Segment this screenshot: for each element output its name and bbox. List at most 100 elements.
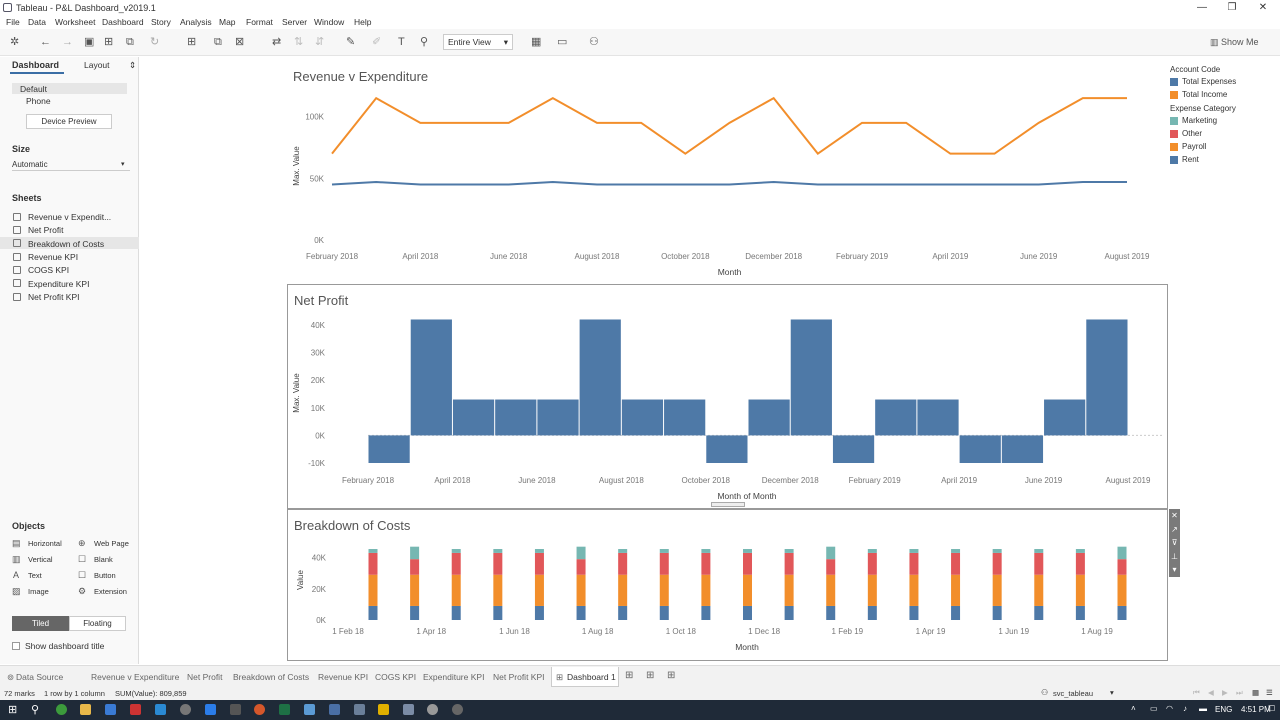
menu-file[interactable]: File — [6, 17, 20, 27]
app-icon[interactable] — [230, 704, 241, 715]
device-preview-button[interactable]: Device Preview — [26, 114, 112, 129]
notification-icon[interactable]: ☐ — [1268, 704, 1276, 713]
tab-expenditure-kpi[interactable]: Expenditure KPI — [423, 672, 485, 682]
app-icon[interactable] — [354, 704, 365, 715]
fix-axes-icon[interactable]: ⚲ — [420, 36, 429, 48]
filter-icon[interactable]: ⊽ — [1171, 538, 1178, 547]
chevron-down-icon[interactable]: ▾ — [121, 161, 125, 168]
menu-help[interactable]: Help — [354, 17, 372, 27]
sheet-item[interactable]: Net Profit KPI — [28, 292, 80, 302]
tab-cogs-kpi[interactable]: COGS KPI — [375, 672, 417, 682]
menu-analysis[interactable]: Analysis — [180, 17, 212, 27]
tab-data-source[interactable]: Data Source — [16, 672, 64, 682]
windows-start-icon[interactable]: ⊞ — [8, 704, 18, 716]
new-worksheet-icon[interactable]: ⊞ — [187, 36, 197, 48]
menu-story[interactable]: Story — [151, 17, 171, 27]
volume-icon[interactable]: ♪ — [1183, 704, 1187, 713]
search-icon[interactable]: ⚲ — [31, 704, 40, 716]
nav-prev-icon[interactable]: ◀ — [1208, 688, 1214, 697]
legend-item[interactable]: Other — [1170, 129, 1275, 138]
tray-chevron-icon[interactable]: ˄ — [1131, 704, 1136, 713]
device-phone[interactable]: Phone — [26, 96, 51, 106]
list-view-icon[interactable]: ☰ — [1266, 688, 1273, 697]
chevron-down-icon[interactable]: ▾ — [1110, 688, 1114, 697]
edge-icon[interactable] — [205, 704, 216, 715]
tab-layout[interactable]: Layout — [84, 60, 110, 70]
sheet-item[interactable]: Breakdown of Costs — [28, 239, 105, 249]
menu-window[interactable]: Window — [314, 17, 345, 27]
nav-next-icon[interactable]: ▶ — [1222, 688, 1228, 697]
pin-icon[interactable]: ⊥ — [1171, 551, 1178, 561]
duplicate-icon[interactable]: ⧉ — [214, 36, 222, 48]
clear-sheet-icon[interactable]: ⊠ — [235, 36, 245, 48]
sheet-item[interactable]: Expenditure KPI — [28, 279, 90, 289]
tiled-button[interactable]: Tiled — [12, 616, 69, 631]
presentation-icon[interactable]: ▭ — [557, 36, 568, 48]
language-indicator[interactable]: ENG — [1215, 705, 1233, 714]
labels-icon[interactable]: T — [398, 36, 405, 48]
object-web-page[interactable]: Web Page — [94, 539, 129, 548]
pause-updates-icon[interactable]: ⧉ — [126, 36, 134, 48]
group-icon[interactable]: ✐ — [372, 36, 382, 48]
tab-net-profit-kpi[interactable]: Net Profit KPI — [493, 672, 545, 682]
legend-item[interactable]: Total Expenses — [1170, 77, 1275, 86]
object-blank[interactable]: Blank — [94, 555, 113, 564]
show-me-button[interactable]: ▥ Show Me — [1210, 36, 1259, 48]
restore-icon[interactable]: ❐ — [1227, 2, 1237, 13]
object-button[interactable]: Button — [94, 571, 116, 580]
sheet-item[interactable]: Revenue v Expendit... — [28, 212, 112, 222]
app-icon[interactable] — [180, 704, 191, 715]
legend-item[interactable]: Payroll — [1170, 142, 1275, 151]
tableau-logo-icon[interactable]: ✲ — [10, 36, 20, 48]
sheet-item[interactable]: Revenue KPI — [28, 252, 79, 262]
nav-first-icon[interactable]: ⏮ — [1193, 688, 1200, 697]
tab-breakdown-costs[interactable]: Breakdown of Costs — [233, 672, 310, 682]
new-story-tab-icon[interactable]: ⊞ — [667, 670, 676, 681]
menu-data[interactable]: Data — [28, 17, 46, 27]
app-icon[interactable] — [452, 704, 463, 715]
file-explorer-icon[interactable] — [80, 704, 91, 715]
breakdown-costs-sheet[interactable]: Breakdown of Costs 0K 20K 40K 1 Feb 18 1 Apr… — [287, 509, 1168, 661]
size-select[interactable]: Automatic — [12, 160, 48, 169]
menu-format[interactable]: Format — [246, 17, 273, 27]
object-extension[interactable]: Extension — [94, 587, 127, 596]
app-icon[interactable] — [378, 704, 389, 715]
share-icon[interactable]: ⚇ — [589, 36, 599, 48]
menu-dashboard[interactable]: Dashboard — [102, 17, 144, 27]
tab-revenue-expenditure[interactable]: Revenue v Expenditure — [91, 672, 180, 682]
highlight-icon[interactable]: ✎ — [346, 36, 356, 48]
app-icon[interactable] — [427, 704, 438, 715]
app-icon[interactable] — [304, 704, 315, 715]
nav-last-icon[interactable]: ⏭ — [1236, 688, 1243, 697]
new-worksheet-tab-icon[interactable]: ⊞ — [625, 670, 634, 681]
object-vertical[interactable]: Vertical — [28, 555, 53, 564]
app-icon[interactable] — [329, 704, 340, 715]
menu-map[interactable]: Map — [219, 17, 236, 27]
device-default-row[interactable] — [12, 83, 127, 94]
redo-icon[interactable]: → — [62, 36, 73, 48]
object-image[interactable]: Image — [28, 587, 49, 596]
tab-dashboard[interactable]: Dashboard — [12, 60, 60, 70]
legend-item[interactable]: Marketing — [1170, 116, 1275, 125]
pin-icon[interactable]: ⇕ — [129, 60, 137, 70]
sheet-item[interactable]: Net Profit — [28, 225, 64, 235]
tableau-taskbar-icon[interactable] — [403, 704, 414, 715]
object-horizontal[interactable]: Horizontal — [28, 539, 62, 548]
resize-handle[interactable] — [711, 502, 745, 507]
user-name[interactable]: svc_tableau — [1053, 689, 1094, 698]
close-icon[interactable]: ✕ — [1258, 2, 1268, 13]
object-text[interactable]: Text — [28, 571, 42, 580]
grid-view-icon[interactable]: ▦ — [1252, 688, 1260, 697]
cards-icon[interactable]: ▦ — [531, 36, 542, 48]
more-options-icon[interactable]: ▾ — [1172, 565, 1177, 574]
active-tab[interactable] — [551, 667, 619, 687]
new-data-source-icon[interactable]: ⊞ — [104, 36, 114, 48]
sheet-item[interactable]: COGS KPI — [28, 265, 70, 275]
vscode-icon[interactable] — [155, 704, 166, 715]
legend-item[interactable]: Total Income — [1170, 90, 1275, 99]
menu-worksheet[interactable]: Worksheet — [55, 17, 96, 27]
network-icon[interactable]: ▭ — [1150, 704, 1158, 713]
swap-icon[interactable]: ⇄ — [272, 36, 282, 48]
tab-revenue-kpi[interactable]: Revenue KPI — [318, 672, 369, 682]
excel-icon[interactable] — [279, 704, 290, 715]
